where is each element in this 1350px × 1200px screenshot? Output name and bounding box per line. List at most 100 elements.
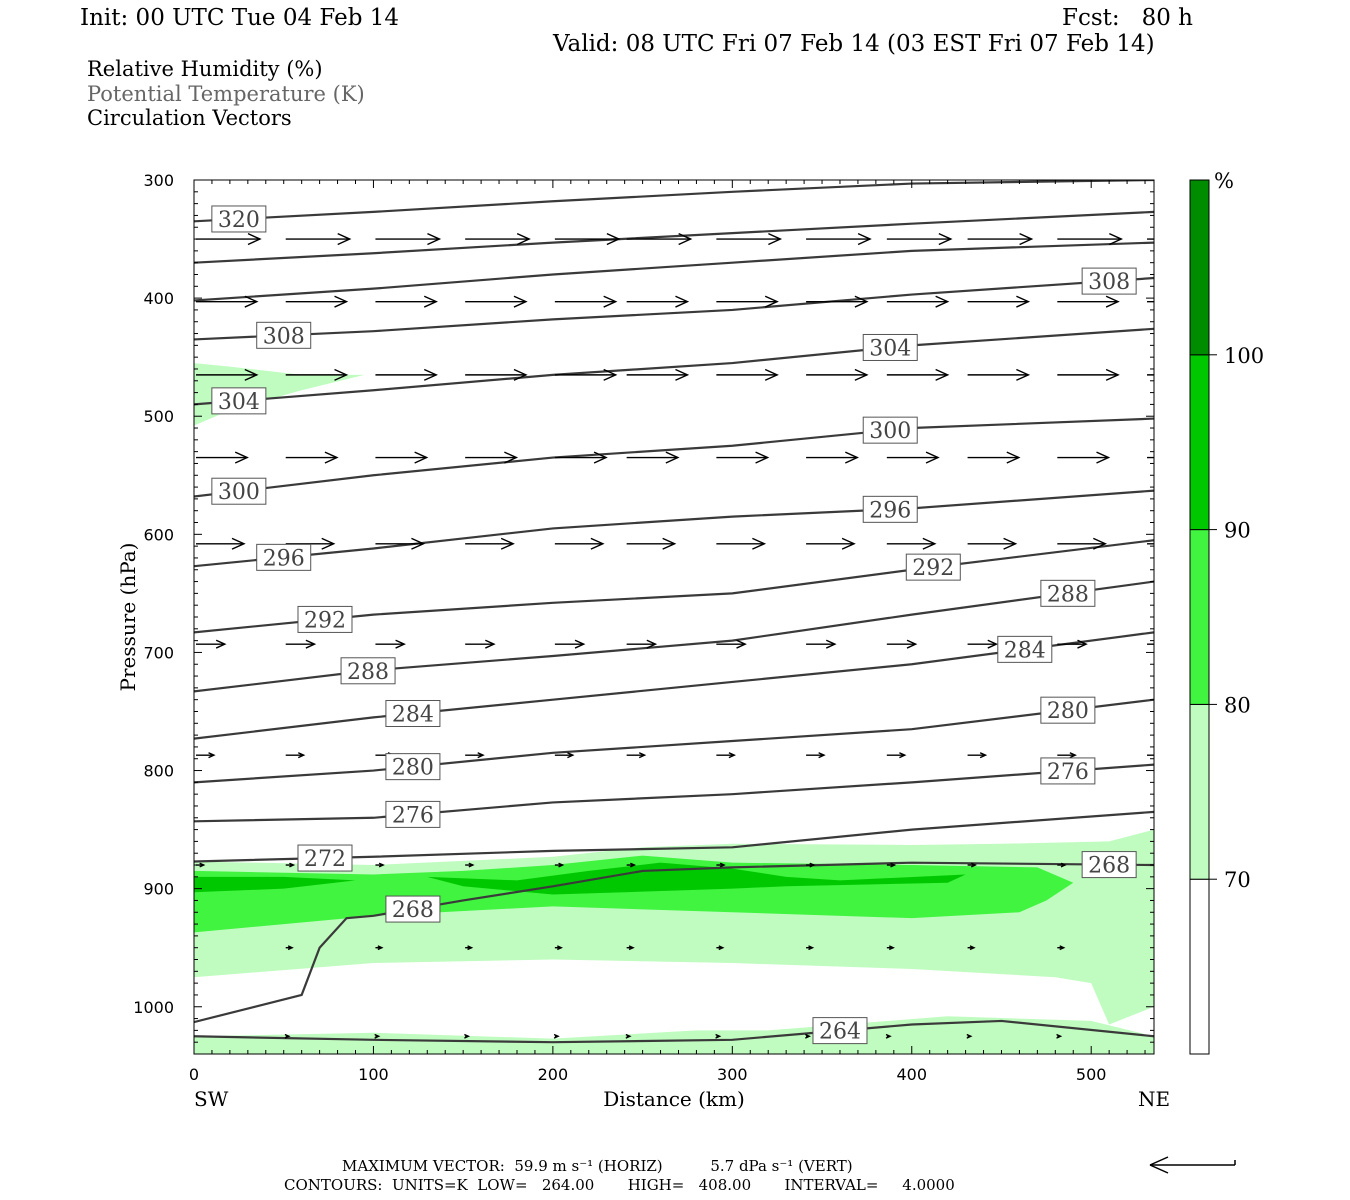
colorbar-label-80: 80 — [1224, 693, 1251, 717]
contour-label-box-304-1 — [211, 387, 267, 415]
vector-arrow-608-6 — [716, 537, 767, 550]
vector-head-465-5 — [675, 368, 690, 381]
vector-head-787-6 — [728, 752, 736, 759]
x-tick-label-400: 400 — [896, 1065, 927, 1084]
vector-head-535-5 — [665, 451, 680, 464]
contour-label-280-2: 280 — [1047, 699, 1089, 724]
contour-label-box-300-1 — [211, 477, 267, 505]
vector-head-1025-1 — [374, 1033, 381, 1039]
vector-head-535-10 — [1096, 451, 1111, 464]
vector-head-950-5 — [718, 945, 725, 951]
vector-arrow-950-2 — [465, 945, 474, 951]
theta-contour-264 — [194, 1019, 1154, 1044]
vector-arrow-465-0 — [196, 368, 259, 381]
vector-head-403-0 — [244, 295, 259, 308]
vector-head-608-4 — [590, 537, 605, 550]
contour-label-288-2: 288 — [1047, 582, 1089, 607]
vector-arrow-350-9 — [967, 233, 1034, 246]
vector-arrow-787-1 — [285, 752, 306, 759]
vector-arrow-880-4 — [554, 862, 565, 868]
vector-head-350-1 — [337, 233, 352, 246]
vector-arrow-403-0 — [196, 295, 259, 308]
vector-head-880-2 — [378, 862, 385, 868]
contour-label-box-308-2 — [1081, 267, 1137, 295]
forecast-hour: Fcst: 80 h — [1062, 5, 1193, 31]
colorbar-swatch-1 — [1189, 703, 1210, 880]
vector-head-350-9 — [1019, 233, 1034, 246]
vector-arrow-350-8 — [886, 233, 953, 246]
vector-arrow-787-9 — [967, 752, 988, 759]
vector-arrow-350-5 — [626, 233, 693, 246]
vector-arrow-535-3 — [465, 451, 519, 464]
contour-label-box-284-2 — [997, 635, 1053, 663]
vector-arrow-1025-0 — [284, 1033, 291, 1039]
vector-arrow-1025-2 — [464, 1033, 471, 1039]
vector-head-787-9 — [979, 752, 988, 759]
vector-arrow-535-7 — [806, 451, 859, 464]
x-tick-label-200: 200 — [538, 1065, 569, 1084]
vector-head-950-9 — [1059, 945, 1066, 951]
vector-head-880-5 — [630, 862, 637, 868]
vector-arrow-880-7 — [806, 862, 816, 868]
rh-region-4 — [427, 862, 966, 895]
vector-arrow-403-10 — [1057, 295, 1120, 308]
vector-arrow-950-5 — [716, 945, 725, 951]
vector-head-950-1 — [377, 945, 384, 951]
rh-region-0 — [194, 363, 365, 426]
vector-head-608-7 — [841, 537, 856, 550]
contour-label-300-2: 300 — [869, 419, 911, 444]
vector-head-350-10 — [1109, 233, 1124, 246]
vector-head-880-3 — [468, 862, 475, 868]
vector-head-535-9 — [1006, 451, 1021, 464]
vector-head-1025-0 — [284, 1033, 291, 1039]
vector-head-787-5 — [638, 752, 647, 759]
contour-label-box-264-1 — [812, 1017, 868, 1045]
y-tick-label-700: 700 — [143, 643, 174, 662]
vector-arrow-403-5 — [626, 295, 690, 308]
vector-head-787-8 — [899, 752, 907, 759]
vector-head-950-7 — [888, 945, 895, 951]
vector-arrow-465-2 — [375, 368, 438, 381]
vector-arrow-535-1 — [285, 451, 339, 464]
vector-arrow-880-9 — [967, 862, 977, 868]
contour-label-304-1: 304 — [218, 390, 260, 415]
contour-label-box-272-1 — [297, 844, 353, 872]
vector-head-608-2 — [411, 537, 426, 550]
vector-head-403-5 — [675, 295, 690, 308]
vector-arrow-787-4 — [554, 752, 575, 759]
vector-head-787-3 — [477, 752, 485, 759]
vector-arrow-787-0 — [196, 752, 216, 759]
vector-head-608-8 — [922, 537, 937, 550]
vector-head-535-2 — [414, 451, 429, 464]
vector-arrow-950-9 — [1057, 945, 1066, 951]
vector-head-693-3 — [485, 639, 496, 649]
vector-head-880-6 — [719, 862, 726, 868]
colorbar-swatch-2 — [1189, 529, 1210, 705]
axes: 0 100 200 300 400 500 300 400 500 600 700 800 900 100… — [116, 171, 1170, 1111]
vector-arrow-535-4 — [554, 451, 608, 464]
vector-arrow-608-4 — [554, 537, 605, 550]
contour-label-box-296-1 — [256, 543, 312, 571]
vector-head-787-4 — [567, 752, 575, 759]
vector-head-403-6 — [764, 295, 779, 308]
vector-arrow-535-0 — [196, 451, 249, 464]
vector-arrow-465-4 — [554, 368, 618, 381]
contour-info: CONTOURS: UNITS=K LOW= 264.00 HIGH= 408.… — [284, 1176, 955, 1194]
vector-head-465-7 — [854, 368, 869, 381]
vector-head-350-3 — [516, 233, 531, 246]
y-tick-label-800: 800 — [143, 762, 174, 781]
vector-head-465-1 — [334, 368, 349, 381]
vector-arrow-465-9 — [967, 368, 1031, 381]
y-axis-label: Pressure (hPa) — [116, 543, 140, 692]
vector-arrow-950-0 — [285, 945, 294, 951]
contour-label-320-1: 320 — [218, 208, 260, 233]
colorbar-swatch-3 — [1189, 354, 1210, 531]
contour-label-box-268-2 — [1081, 851, 1137, 879]
vector-head-608-5 — [662, 537, 677, 550]
x-tick-label-500: 500 — [1076, 1065, 1107, 1084]
vector-arrow-1025-5 — [715, 1033, 722, 1039]
vector-arrow-350-4 — [554, 233, 621, 246]
vector-head-535-6 — [755, 451, 770, 464]
contour-label-box-292-1 — [297, 605, 353, 633]
